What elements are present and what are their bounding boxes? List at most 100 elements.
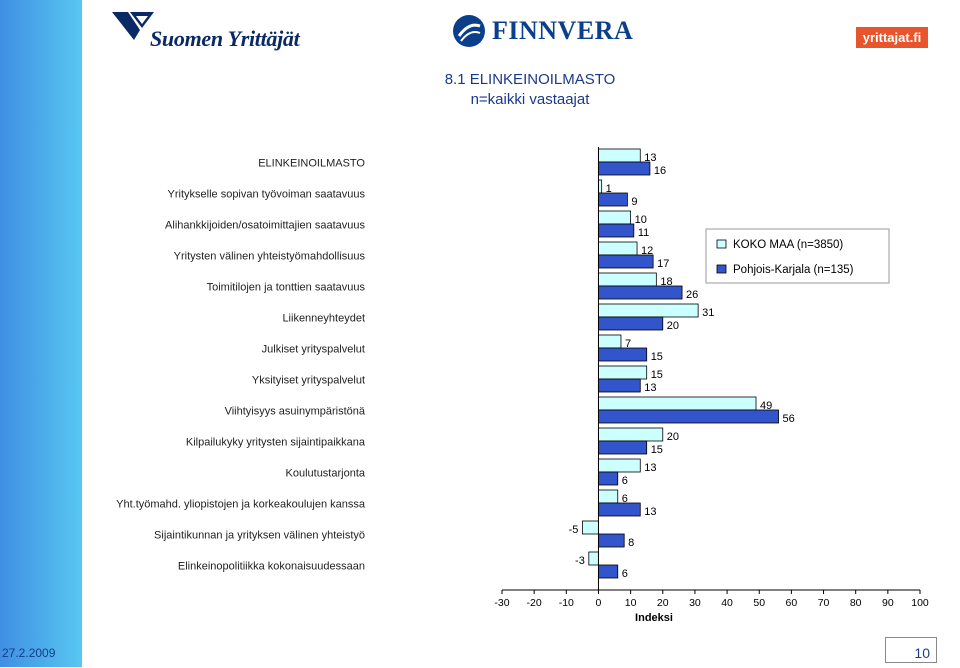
x-tick-label-90: 90 bbox=[882, 597, 894, 609]
bar-koko-maa-n-3850-3 bbox=[598, 241, 638, 256]
data-label-pohjois-karjala-n-135-3: 17 bbox=[657, 258, 669, 270]
bars bbox=[581, 148, 779, 579]
bar-koko-maa-n-3850-4 bbox=[598, 272, 657, 287]
data-label-koko-maa-n-3850-13: -3 bbox=[575, 555, 585, 567]
data-label-pohjois-karjala-n-135-6: 15 bbox=[651, 351, 663, 363]
category-label-4: Toimitilojen ja tonttien saatavuus bbox=[207, 282, 366, 294]
category-label-7: Yksityiset yrityspalvelut bbox=[252, 375, 365, 387]
finnvera-logo: FINNVERA bbox=[452, 14, 633, 53]
data-label-koko-maa-n-3850-2: 10 bbox=[635, 214, 647, 226]
legend-box bbox=[705, 228, 890, 284]
category-label-13: Elinkeinopolitiikka kokonaisuudessaan bbox=[178, 561, 365, 573]
bar-pohjois-karjala-n-135-0 bbox=[598, 161, 651, 176]
category-label-8: Viihtyisyys asuinympäristönä bbox=[225, 406, 366, 418]
data-label-pohjois-karjala-n-135-1: 9 bbox=[631, 196, 637, 208]
bar-koko-maa-n-3850-11 bbox=[598, 489, 619, 504]
x-axis-label: Indeksi bbox=[635, 612, 673, 624]
data-label-koko-maa-n-3850-6: 7 bbox=[625, 338, 631, 350]
x-tick-label-70: 70 bbox=[818, 597, 830, 609]
legend-swatch-pohjois-karjala bbox=[716, 264, 727, 274]
data-label-koko-maa-n-3850-1: 1 bbox=[606, 183, 612, 195]
category-label-10: Koulutustarjonta bbox=[286, 468, 366, 480]
x-tick-label-30: 30 bbox=[689, 597, 701, 609]
category-labels: ELINKEINOILMASTO Yritykselle sopivan työv… bbox=[116, 158, 366, 573]
bar-koko-maa-n-3850-9 bbox=[598, 427, 664, 442]
legend-label-pohjois-karjala: Pohjois-Karjala (n=135) bbox=[733, 264, 854, 276]
category-label-3: Yritysten välinen yhteistyömahdollisuus bbox=[174, 251, 366, 263]
data-label-pohjois-karjala-n-135-11: 13 bbox=[644, 506, 656, 518]
x-tick-label--30: -30 bbox=[494, 597, 509, 609]
data-label-koko-maa-n-3850-8: 49 bbox=[760, 400, 772, 412]
bar-pohjois-karjala-n-135-9 bbox=[598, 440, 648, 455]
x-tick-label--20: -20 bbox=[527, 597, 542, 609]
bar-koko-maa-n-3850-13 bbox=[588, 551, 599, 566]
data-label-koko-maa-n-3850-7: 15 bbox=[651, 369, 663, 381]
legend: KOKO MAA (n=3850) Pohjois-Karjala (n=135… bbox=[705, 228, 890, 284]
category-label-11: Yht.työmahd. yliopistojen ja korkeakoulu… bbox=[116, 499, 366, 511]
x-tick-label-100: 100 bbox=[911, 597, 929, 609]
bar-pohjois-karjala-n-135-13 bbox=[598, 564, 619, 579]
data-label-koko-maa-n-3850-10: 13 bbox=[644, 462, 656, 474]
bar-koko-maa-n-3850-10 bbox=[598, 458, 641, 473]
bar-pohjois-karjala-n-135-11 bbox=[598, 502, 641, 517]
finnvera-logo-text: FINNVERA bbox=[492, 16, 634, 45]
category-label-5: Liikenneyhteydet bbox=[282, 313, 365, 325]
bar-koko-maa-n-3850-7 bbox=[598, 365, 648, 380]
data-label-koko-maa-n-3850-9: 20 bbox=[667, 431, 679, 443]
bar-koko-maa-n-3850-6 bbox=[598, 334, 622, 349]
x-tick-label-50: 50 bbox=[753, 597, 765, 609]
suomen-yrittajat-logo-text: Suomen Yrittäjät bbox=[150, 26, 300, 51]
category-label-6: Julkiset yrityspalvelut bbox=[262, 344, 365, 356]
category-label-9: Kilpailukyky yritysten sijaintipaikkana bbox=[186, 437, 366, 449]
data-label-pohjois-karjala-n-135-13: 6 bbox=[622, 568, 628, 580]
bar-koko-maa-n-3850-2 bbox=[598, 210, 632, 225]
bar-koko-maa-n-3850-8 bbox=[598, 396, 757, 411]
category-label-1: Yritykselle sopivan työvoiman saatavuus bbox=[168, 189, 366, 201]
x-axis: -30 -20 -10 0 10 20 30 40 50 60 70 80 90 100 bbox=[494, 147, 929, 609]
data-label-koko-maa-n-3850-11: 6 bbox=[622, 493, 628, 505]
bar-koko-maa-n-3850-5 bbox=[598, 303, 699, 318]
bar-koko-maa-n-3850-0 bbox=[598, 148, 641, 163]
bar-pohjois-karjala-n-135-8 bbox=[598, 409, 779, 424]
category-label-0: ELINKEINOILMASTO bbox=[258, 158, 365, 170]
footer-date: 27.2.2009 bbox=[2, 646, 56, 660]
x-tick-label-80: 80 bbox=[850, 597, 862, 609]
category-label-2: Alihankkijoiden/osatoimittajien saatavuu… bbox=[165, 220, 365, 232]
chart-subtitle: n=kaikki vastaajat bbox=[470, 91, 590, 108]
bar-pohjois-karjala-n-135-6 bbox=[598, 347, 648, 362]
data-label-koko-maa-n-3850-4: 18 bbox=[660, 276, 672, 288]
data-label-pohjois-karjala-n-135-5: 20 bbox=[667, 320, 679, 332]
yrittajat-fi-logo: yrittajat.fi bbox=[856, 27, 928, 48]
data-label-pohjois-karjala-n-135-0: 16 bbox=[654, 165, 666, 177]
data-labels: 1316191011121718263120715151349562015136… bbox=[569, 152, 795, 580]
x-tick-label-10: 10 bbox=[625, 597, 637, 609]
bar-pohjois-karjala-n-135-12 bbox=[598, 533, 625, 548]
finnvera-logo-mark bbox=[453, 15, 485, 47]
data-label-pohjois-karjala-n-135-7: 13 bbox=[644, 382, 656, 394]
bar-pohjois-karjala-n-135-7 bbox=[598, 378, 641, 393]
data-label-pohjois-karjala-n-135-4: 26 bbox=[686, 289, 698, 301]
x-tick-label-20: 20 bbox=[657, 597, 669, 609]
legend-swatch-koko-maa bbox=[716, 239, 727, 249]
data-label-pohjois-karjala-n-135-10: 6 bbox=[622, 475, 628, 487]
category-label-12: Sijaintikunnan ja yrityksen välinen yhte… bbox=[154, 530, 365, 542]
legend-label-koko-maa: KOKO MAA (n=3850) bbox=[733, 239, 843, 251]
data-label-koko-maa-n-3850-0: 13 bbox=[644, 152, 656, 164]
data-label-koko-maa-n-3850-5: 31 bbox=[702, 307, 714, 319]
bar-koko-maa-n-3850-12 bbox=[581, 520, 599, 535]
data-label-koko-maa-n-3850-3: 12 bbox=[641, 245, 653, 257]
bar-pohjois-karjala-n-135-10 bbox=[598, 471, 619, 486]
bar-pohjois-karjala-n-135-5 bbox=[598, 316, 664, 331]
bar-pohjois-karjala-n-135-2 bbox=[598, 223, 635, 238]
x-tick-label-40: 40 bbox=[721, 597, 733, 609]
x-tick-label--10: -10 bbox=[559, 597, 574, 609]
sidebar-decoration bbox=[0, 0, 82, 667]
data-label-koko-maa-n-3850-12: -5 bbox=[569, 524, 579, 536]
suomen-yrittajat-logo-mark bbox=[112, 12, 154, 40]
data-label-pohjois-karjala-n-135-8: 56 bbox=[783, 413, 795, 425]
data-label-pohjois-karjala-n-135-2: 11 bbox=[638, 227, 649, 239]
chart-title: 8.1 ELINKEINOILMASTO bbox=[444, 71, 616, 88]
bar-pohjois-karjala-n-135-1 bbox=[598, 192, 628, 207]
x-tick-label-0: 0 bbox=[596, 597, 602, 609]
